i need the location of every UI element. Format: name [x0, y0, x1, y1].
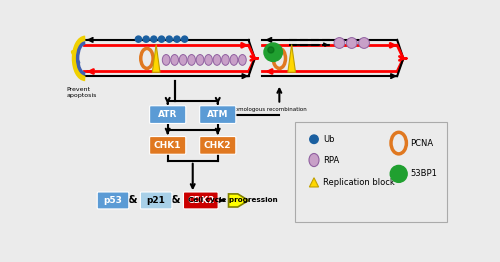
Circle shape	[390, 165, 407, 182]
FancyBboxPatch shape	[150, 137, 186, 154]
Text: PCNA: PCNA	[410, 139, 434, 148]
Text: Activate homologous recombination: Activate homologous recombination	[207, 107, 307, 112]
Text: 53BP1: 53BP1	[410, 170, 437, 178]
FancyBboxPatch shape	[200, 106, 236, 123]
Ellipse shape	[238, 54, 246, 65]
Ellipse shape	[346, 38, 357, 48]
Circle shape	[143, 36, 149, 42]
Text: Prevent
apoptosis: Prevent apoptosis	[67, 87, 97, 98]
Text: p53: p53	[104, 196, 122, 205]
Ellipse shape	[230, 54, 238, 65]
Text: &: &	[128, 195, 137, 205]
Ellipse shape	[196, 54, 204, 65]
Ellipse shape	[162, 54, 170, 65]
Ellipse shape	[358, 38, 370, 48]
Text: p21: p21	[146, 196, 166, 205]
Bar	[295, 122, 447, 222]
Circle shape	[174, 36, 180, 42]
Circle shape	[310, 135, 318, 144]
FancyBboxPatch shape	[184, 192, 218, 209]
Text: ATR: ATR	[158, 110, 178, 119]
Text: Cell cycle progression: Cell cycle progression	[188, 198, 278, 204]
Ellipse shape	[180, 54, 187, 65]
Circle shape	[166, 36, 172, 42]
Circle shape	[182, 36, 188, 42]
Polygon shape	[288, 45, 296, 72]
Text: ATM: ATM	[207, 110, 229, 119]
Circle shape	[158, 36, 164, 42]
Ellipse shape	[213, 54, 221, 65]
Ellipse shape	[309, 154, 319, 167]
FancyBboxPatch shape	[97, 192, 129, 209]
FancyBboxPatch shape	[200, 137, 236, 154]
Text: &: &	[170, 195, 180, 205]
Ellipse shape	[204, 54, 212, 65]
FancyBboxPatch shape	[150, 106, 186, 123]
Ellipse shape	[222, 54, 230, 65]
Ellipse shape	[188, 54, 196, 65]
Text: RPA: RPA	[323, 156, 340, 165]
FancyBboxPatch shape	[140, 192, 172, 209]
Text: Ub: Ub	[323, 135, 334, 144]
Text: CDK2: CDK2	[187, 196, 214, 205]
Circle shape	[264, 43, 282, 62]
Text: Replication block: Replication block	[323, 178, 395, 187]
Ellipse shape	[171, 54, 178, 65]
Circle shape	[136, 36, 141, 42]
Polygon shape	[310, 178, 318, 187]
Circle shape	[268, 47, 274, 53]
Text: CHK1: CHK1	[154, 141, 182, 150]
Text: CHK2: CHK2	[204, 141, 232, 150]
Polygon shape	[152, 45, 160, 72]
Circle shape	[151, 36, 157, 42]
FancyArrow shape	[228, 194, 248, 207]
Ellipse shape	[334, 38, 345, 48]
